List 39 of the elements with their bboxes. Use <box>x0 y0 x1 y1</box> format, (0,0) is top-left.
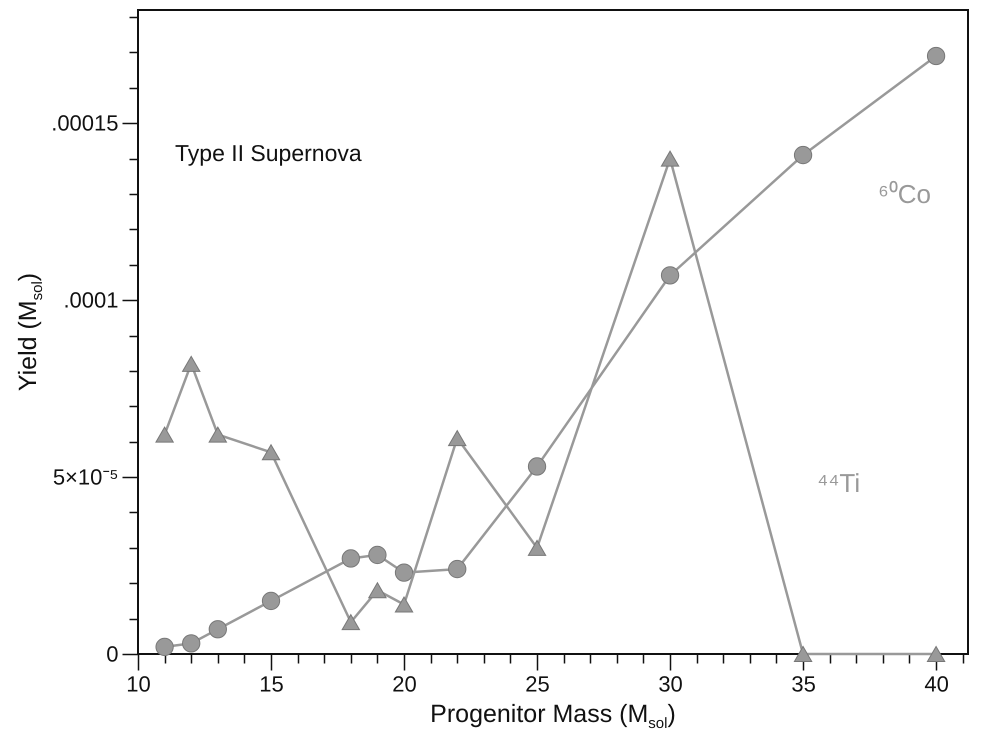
point <box>448 430 466 446</box>
x-tick-label: 30 <box>658 672 683 696</box>
point <box>262 444 280 460</box>
point <box>342 549 360 568</box>
x-tick-label: 40 <box>924 672 949 696</box>
point <box>794 646 812 662</box>
x-tick-label: 35 <box>791 672 816 696</box>
y-tick-label: .0001 <box>63 288 118 313</box>
point <box>182 356 200 372</box>
point <box>528 540 546 556</box>
y-tick-label: 0 <box>106 642 118 666</box>
x-tick-label: 15 <box>259 672 284 696</box>
y-tick-label: .00015 <box>51 110 118 136</box>
point <box>528 457 546 476</box>
text: Type II Supernova <box>175 140 362 167</box>
point <box>794 146 812 164</box>
x-tick-label: 20 <box>392 672 417 696</box>
point <box>208 620 227 638</box>
point <box>208 426 227 443</box>
y-tick-label: 5×10⁻⁵ <box>52 464 118 490</box>
point <box>660 266 680 285</box>
point <box>660 150 680 167</box>
x-axis-title: Progenitor Mass (M$_{sol}$) <box>429 700 677 732</box>
point <box>342 614 360 630</box>
point <box>394 563 414 582</box>
point <box>394 596 414 612</box>
x-tick-label: 10 <box>126 672 151 696</box>
point <box>926 46 946 66</box>
point <box>182 634 200 653</box>
point <box>262 592 280 610</box>
point <box>155 426 174 443</box>
point <box>155 638 174 656</box>
text: ⁴⁴Ti <box>817 468 860 498</box>
text: ⁶⁰Co <box>878 179 932 210</box>
point <box>368 582 387 598</box>
point <box>448 560 466 578</box>
x-tick-label: 25 <box>525 672 550 696</box>
point <box>368 546 387 564</box>
point <box>926 646 946 662</box>
